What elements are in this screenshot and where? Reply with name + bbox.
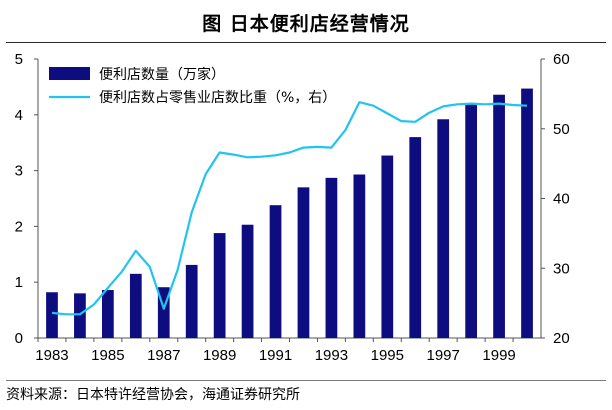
bar-1984: [74, 293, 86, 338]
bar-2000: [521, 88, 533, 338]
left-tick-label: 5: [15, 51, 23, 68]
right-tick-label: 50: [553, 121, 570, 138]
x-tick-label: 1997: [427, 347, 460, 364]
bar-1995: [381, 155, 394, 338]
bar-1989: [213, 233, 226, 338]
left-tick-label: 3: [15, 163, 23, 180]
right-tick-label: 20: [553, 330, 570, 347]
title-divider: [6, 42, 606, 43]
bar-1983: [46, 292, 58, 338]
legend: 便利店数量（万家） 便利店数占零售业店数比重（%，右）: [49, 66, 336, 106]
x-tick-label: 1989: [203, 347, 236, 364]
bar-1992: [297, 187, 310, 338]
right-tick-label: 60: [553, 51, 570, 68]
x-tick-label: 1991: [259, 347, 292, 364]
bar-1998: [465, 103, 478, 338]
x-tick-label: 1993: [315, 347, 348, 364]
bar-1988: [185, 264, 198, 338]
x-tick-label: 1995: [371, 347, 404, 364]
left-tick-label: 1: [15, 274, 23, 291]
bar-1987: [157, 287, 170, 338]
left-tick-label: 0: [15, 330, 23, 347]
bar-1993: [325, 177, 338, 338]
x-tick-label: 1983: [35, 347, 68, 364]
bar-1985: [101, 290, 114, 338]
legend-swatch-bar: [49, 67, 90, 80]
bar-series: [46, 88, 533, 338]
tick-labels: 0 1 2 3 4 5 20 30 40 50 60 1983 1985 1987 1989 1991 1993…: [15, 51, 570, 364]
bar-1994: [353, 174, 366, 338]
x-tick-label: 1987: [147, 347, 180, 364]
chart-title: 图 日本便利店经营情况: [202, 13, 410, 35]
line-series: [51, 101, 528, 316]
x-tick-label: 1999: [482, 347, 515, 364]
share-line: [51, 101, 528, 316]
right-tick-label: 30: [553, 260, 570, 277]
bar-1999: [493, 94, 505, 338]
bar-1990: [241, 224, 254, 338]
left-tick-label: 4: [15, 107, 23, 124]
left-tick-label: 2: [15, 218, 23, 235]
bar-1986: [129, 273, 142, 338]
combo-chart: 0 1 2 3 4 5 20 30 40 50 60 1983 1985 1987 1989 1991 1993…: [15, 51, 570, 364]
right-tick-label: 40: [553, 191, 570, 208]
bar-1991: [269, 205, 282, 338]
bar-1997: [437, 119, 450, 338]
source-divider: [6, 380, 606, 381]
source-note: 资料来源：日本特许经营协会，海通证券研究所: [6, 387, 300, 403]
x-tick-label: 1985: [91, 347, 124, 364]
legend-label-bar: 便利店数量（万家）: [99, 66, 225, 83]
bar-1996: [409, 137, 422, 338]
legend-label-line: 便利店数占零售业店数比重（%，右）: [99, 90, 336, 106]
